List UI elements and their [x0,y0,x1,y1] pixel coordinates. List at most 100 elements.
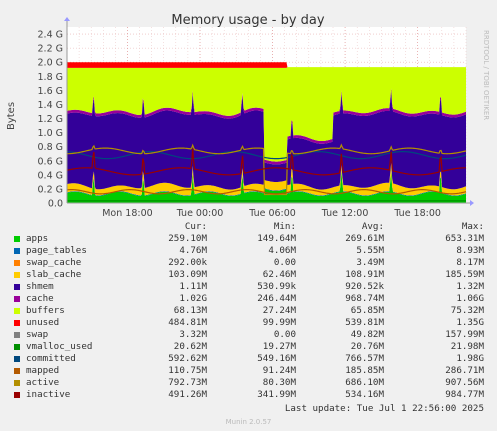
legend-name: page_tables [26,245,87,256]
legend-name: unused [26,317,60,328]
legend-row-unused: unused 484.81M 99.99M 539.81M 1.35G [8,317,492,329]
x-tick-label: Mon 18:00 [102,208,152,219]
legend-row-inactive: inactive 491.26M 341.99M 534.16M 984.77M [8,389,492,401]
legend-avg: 5.55M [356,245,384,256]
legend-swatch [14,356,20,362]
legend-row-page-tables: page_tables 4.76M 4.06M 5.55M 8.93M [8,245,492,257]
legend-name: mapped [26,365,60,376]
legend-cur: 259.10M [168,233,207,244]
legend-name: cache [26,293,54,304]
legend-swatch [14,344,20,350]
legend-cur: 1.02G [179,293,207,304]
legend-avg: 539.81M [345,317,384,328]
x-axis: Mon 18:00 Tue 00:00 Tue 06:00 Tue 12:00 Tue … [102,208,441,219]
legend-min: 27.24M [262,305,296,316]
y-tick-label: 0.0 [48,199,63,210]
area-swap [67,62,466,68]
legend-swatch [14,236,20,242]
legend-avg: 185.85M [345,365,384,376]
legend-name: swap_cache [26,257,82,268]
legend-avg: 3.49M [356,257,384,268]
legend-min: 0.00 [273,329,296,340]
legend-max: 653.31M [445,233,484,244]
header-max: Max: [461,221,484,232]
legend-cur: 3.32M [179,329,207,340]
area-unused [67,67,466,162]
legend-cur: 292.00k [168,257,207,268]
legend-header: Cur: Min: Avg: Max: [8,221,492,233]
legend-cur: 4.76M [179,245,207,256]
legend-row-swap: swap 3.32M 0.00 49.82M 157.99M [8,329,492,341]
area-apps [67,171,466,203]
memory-chart: Memory usage - by day Bytes RRDTOOL / TO… [6,13,490,219]
legend-swatch [14,392,20,398]
area-cache [67,91,466,190]
legend-name: vmalloc_used [26,341,93,352]
y-axis-label: Bytes [6,102,17,130]
chart-title: Memory usage - by day [171,13,324,28]
legend-swatch [14,368,20,374]
y-tick-label: 1.0 G [38,128,64,139]
legend-cur: 491.26M [168,389,207,400]
legend-max: 286.71M [445,365,484,376]
legend-swatch [14,308,20,314]
legend-cur: 103.09M [168,269,207,280]
legend-name: committed [26,353,76,364]
legend-swatch [14,284,20,290]
legend-cur: 20.62M [173,341,207,352]
legend-min: 246.44M [257,293,296,304]
legend-avg: 20.76M [350,341,384,352]
y-tick-label: 0.6 G [38,156,64,167]
legend-avg: 534.16M [345,389,384,400]
line-mapped [66,189,467,195]
legend-max: 185.59M [445,269,484,280]
legend-row-shmem: shmem 1.11M 530.99k 920.52k 1.32M [8,281,492,293]
y-tick-label: 2.0 G [38,58,64,69]
legend-max: 1.32M [456,281,484,292]
y-tick-label: 2.4 G [38,30,64,41]
legend-swatch [14,272,20,278]
y-tick-label: 1.4 G [38,100,64,111]
legend-min: 0.00 [273,257,296,268]
x-tick-label: Tue 06:00 [248,208,296,219]
legend-cur: 484.81M [168,317,207,328]
legend-min: 341.99M [257,389,296,400]
y-tick-label: 0.8 G [38,142,64,153]
y-axis: 0.0 0.2 G 0.4 G 0.6 G 0.8 G 1.0 G 1.2 G 1.4 G 1.… [38,30,64,210]
legend-row-mapped: mapped 110.75M 91.24M 185.85M 286.71M [8,365,492,377]
legend-row-committed: committed 592.62M 549.16M 766.57M 1.98G [8,353,492,365]
legend-row-active: active 792.73M 80.30M 686.10M 907.56M [8,377,492,389]
legend-swatch [14,380,20,386]
legend-row-apps: apps 259.10M 149.64M 269.61M 653.31M [8,233,492,245]
legend-max: 1.35G [456,317,484,328]
legend-avg: 65.85M [350,305,384,316]
legend-avg: 968.74M [345,293,384,304]
x-tick-label: Tue 00:00 [176,208,224,219]
legend-swatch [14,332,20,338]
legend-max: 157.99M [445,329,484,340]
legend-min: 19.27M [262,341,296,352]
legend-avg: 766.57M [345,353,384,364]
y-tick-label: 0.2 G [38,184,64,195]
legend-min: 91.24M [262,365,296,376]
legend-cur: 1.11M [179,281,207,292]
legend-max: 1.06G [456,293,484,304]
header-avg: Avg: [361,221,384,232]
legend-name: active [26,377,60,388]
legend-avg: 49.82M [350,329,384,340]
legend-row-vmalloc-used: vmalloc_used 20.62M 19.27M 20.76M 21.98M [8,341,492,353]
y-tick-label: 0.4 G [38,170,64,181]
legend-max: 8.17M [456,257,484,268]
legend-swatch [14,320,20,326]
y-tick-label: 1.2 G [38,114,64,125]
legend-name: slab_cache [26,269,82,280]
legend-min: 549.16M [257,353,296,364]
legend-avg: 686.10M [345,377,384,388]
last-update: Last update: Tue Jul 1 22:56:00 2025 [284,403,484,414]
legend-max: 8.93M [456,245,484,256]
y-tick-label: 2.2 G [38,44,64,55]
plot-area [64,17,474,206]
y-tick-label: 1.6 G [38,86,64,97]
legend-row-cache: cache 1.02G 246.44M 968.74M 1.06G [8,293,492,305]
legend-row-buffers: buffers 68.13M 27.24M 65.85M 75.32M [8,305,492,317]
